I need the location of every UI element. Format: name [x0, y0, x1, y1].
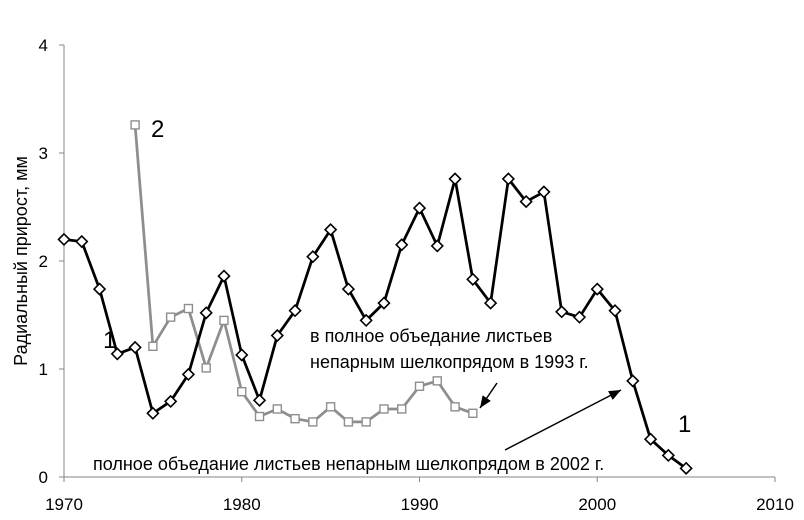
series-1-point — [608, 304, 622, 318]
series-1-point — [217, 269, 231, 283]
annotation-1993-arrow — [479, 382, 498, 409]
annotation-2002-arrow — [504, 389, 622, 451]
series-1 — [57, 172, 693, 475]
x-tick-label: 1990 — [401, 495, 439, 514]
series-2-point — [290, 413, 300, 424]
y-tick-label: 0 — [39, 468, 48, 487]
annotation-2002: полное объедание листьев непарным шелкоп… — [93, 454, 604, 474]
series-1-point — [270, 328, 284, 343]
series-1-point — [572, 310, 587, 324]
series-1-point — [466, 272, 480, 286]
series-1-point — [164, 394, 178, 409]
series-1-line — [62, 177, 688, 470]
series-2-point — [308, 417, 318, 427]
series-2-point — [343, 417, 354, 427]
series-label-2: 2 — [151, 116, 164, 143]
series-2-point — [148, 341, 158, 352]
series-2-point — [219, 315, 229, 326]
series-2-point — [468, 408, 478, 418]
y-tick-label: 4 — [39, 36, 48, 55]
series-1-point — [75, 234, 89, 249]
series-2-point — [432, 376, 442, 386]
series-2-point — [272, 404, 282, 414]
x-tick-label: 1980 — [223, 495, 261, 514]
x-tick-label: 2010 — [756, 495, 794, 514]
series-label-1-left: 1 — [103, 327, 116, 354]
series-2-point — [450, 402, 460, 412]
axes: 0 1 2 3 4 1970 1980 1990 2000 2010 — [39, 36, 794, 514]
series-1-point — [661, 448, 675, 463]
plot-area — [57, 120, 693, 475]
series-2-point — [397, 404, 407, 414]
series-2-point — [361, 417, 371, 427]
series-1-point — [92, 282, 107, 296]
series-1-point — [643, 432, 658, 446]
series-1-point — [235, 348, 249, 362]
x-tick-label: 2000 — [578, 495, 616, 514]
series-1-point — [181, 367, 196, 382]
series-1-point — [146, 406, 160, 420]
series-1-point — [537, 185, 551, 199]
series-2-point — [414, 381, 425, 391]
series-1-point — [306, 250, 320, 264]
series-1-point — [128, 340, 142, 355]
y-tick-label: 2 — [39, 252, 48, 271]
series-1-point — [483, 296, 498, 310]
series-1-point — [448, 172, 462, 186]
annotation-1993-line-2: непарным шелкопрядом в 1993 г. — [310, 352, 589, 372]
series-1-point — [288, 304, 302, 318]
y-tick-label: 3 — [39, 144, 48, 163]
series-2-point — [183, 303, 194, 314]
series-1-point — [679, 461, 693, 475]
series-2-point — [165, 312, 176, 322]
series-1-point — [341, 282, 356, 296]
series-1-point — [412, 201, 427, 215]
y-axis-title: Радиальный прирост, мм — [11, 156, 31, 366]
series-1-point — [555, 305, 569, 319]
series-2-point — [201, 363, 211, 373]
series-2-point — [325, 402, 336, 412]
y-tick-label: 1 — [39, 360, 48, 379]
series-2-point — [379, 404, 389, 414]
annotation-1993-line-1: в полное объедание листьев — [310, 326, 552, 346]
series-1-point — [57, 232, 71, 247]
series-1-point — [519, 194, 533, 209]
series-1-point — [199, 306, 213, 320]
series-1-point — [626, 374, 640, 388]
series-2-point — [130, 120, 140, 130]
x-tick-label: 1970 — [45, 495, 83, 514]
series-1-point — [590, 282, 604, 296]
series-2 — [130, 120, 478, 427]
series-1-point — [501, 172, 516, 186]
series-2-point — [237, 386, 247, 397]
series-1-point — [377, 296, 391, 310]
series-1-point — [395, 238, 409, 252]
series-2-point — [254, 411, 265, 422]
series-1-point — [323, 223, 338, 237]
series-label-1-right: 1 — [678, 411, 691, 438]
series-1-point — [110, 347, 124, 361]
series-1-point — [252, 393, 267, 407]
series-1-point — [430, 239, 444, 253]
series-1-point — [359, 313, 373, 328]
